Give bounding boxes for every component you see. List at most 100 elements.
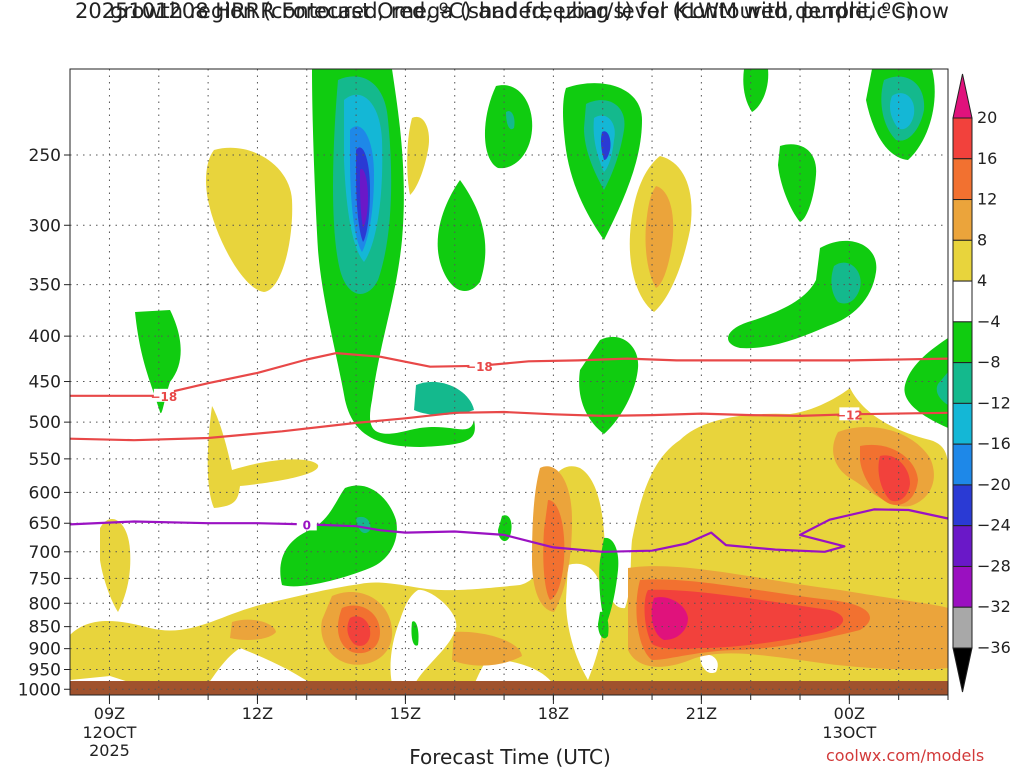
omega-region [600,131,611,160]
omega-region [206,147,293,292]
y-tick-label: 250 [29,146,61,166]
omega-region [778,144,817,222]
y-tick-label: 300 [29,216,61,236]
omega-region [579,336,639,434]
colorbar-bin [952,199,973,241]
contour-label-bg [153,388,174,402]
contour-label-bg [296,517,317,531]
x-tick-label: 18Z [538,704,569,723]
colorbar-bottom-arrow [952,647,973,693]
colorbar-label: 12 [977,190,997,209]
x-tick-year-label: 2025 [89,741,130,760]
contour-label: −12 [836,408,863,422]
colorbar-label: −12 [977,393,1011,412]
x-tick-label: 21Z [686,704,717,723]
y-tick-label: 450 [29,373,61,393]
colorbar-bin [952,606,973,649]
site-credit[interactable]: coolwx.com/models [826,746,985,765]
y-tick-label: 900 [29,640,61,660]
y-axis: 2503003504004505005506006507007508008509… [18,146,70,700]
y-tick-label: 600 [29,483,61,503]
contour-label: −18 [466,360,493,374]
y-tick-label: 350 [29,276,61,296]
colorbar-bin [952,484,973,527]
colorbar-label: 8 [977,230,987,249]
colorbar-label: 20 [977,108,997,127]
omega-region [700,654,718,674]
x-tick-label: 00Z [834,704,865,723]
colorbar-label: −36 [977,638,1011,657]
omega-region [437,180,486,292]
y-tick-label: 850 [29,618,61,638]
omega-region [207,406,319,508]
omega-region [360,169,368,228]
omega-region [506,111,515,130]
omega-region [414,381,474,415]
colorbar-label: −32 [977,597,1011,616]
chart-title-line-1: 2025101208 HRRR Forecast Omega (shaded, … [75,0,949,23]
colorbar-label: −8 [977,353,1001,372]
omega-region [743,69,769,112]
omega-region [651,597,688,640]
contour-label-bg [839,407,860,421]
plot-frame [69,68,949,696]
omega-region [878,455,910,502]
omega-region [936,372,948,405]
omega-region [100,519,131,612]
colorbar-bin [952,402,973,445]
x-tick-date-label: 13OCT [822,723,876,742]
colorbar-bin [952,321,973,364]
y-tick-label: 550 [29,450,61,470]
colorbar-label: 4 [977,271,987,290]
omega-region [644,589,844,650]
colorbar-bin [952,443,973,486]
colorbar-label: −28 [977,556,1011,575]
colorbar-bin [952,158,973,201]
omega-region [230,619,276,640]
y-tick-label: 500 [29,413,61,433]
colorbar: 20 16 12 8 4 −4 −8 −12 −16 −20 −24 −28 −32 −36 [952,73,1011,693]
y-tick-label: 400 [29,327,61,347]
contour-label-bg [469,358,490,372]
dgz-minus12-contour [69,410,949,442]
omega-region [135,310,181,414]
colorbar-bin [952,525,973,567]
omega-region [390,589,457,695]
y-tick-label: 950 [29,660,61,680]
colorbar-top-arrow [952,73,973,119]
colorbar-bin [952,239,973,282]
colorbar-label: 16 [977,149,997,168]
omega-region [598,611,609,639]
omega-region [411,621,419,646]
y-tick-label: 650 [29,514,61,534]
x-tick-label: 12Z [242,704,273,723]
colorbar-bin [952,117,973,160]
x-tick-label: 09Z [94,704,125,723]
omega-region [566,563,605,680]
y-tick-label: 700 [29,543,61,563]
y-tick-label: 1000 [18,680,61,700]
colorbar-label: −24 [977,516,1011,535]
colorbar-bin [952,362,973,404]
surface-band [70,681,948,695]
x-tick-label: 15Z [390,704,421,723]
colorbar-label: −20 [977,475,1011,494]
contour-lines: −18 −18 −12 0 [69,352,949,553]
colorbar-label: −4 [977,312,1001,331]
x-axis-title: Forecast Time (UTC) [409,745,611,769]
colorbar-bin [952,565,973,608]
omega-region [890,93,915,130]
chart-title-line-2: growth region (contoured, red, ºC) and f… [110,0,914,23]
omega-region [280,485,397,587]
colorbar-label: −16 [977,434,1011,453]
omega-shading [70,69,948,695]
grid-lines [70,69,949,695]
contour-label: 0 [303,518,311,532]
omega-region [831,262,861,304]
omega-region [407,116,430,195]
y-tick-label: 750 [29,569,61,589]
omega-region [904,338,948,428]
omega-region [645,186,674,288]
